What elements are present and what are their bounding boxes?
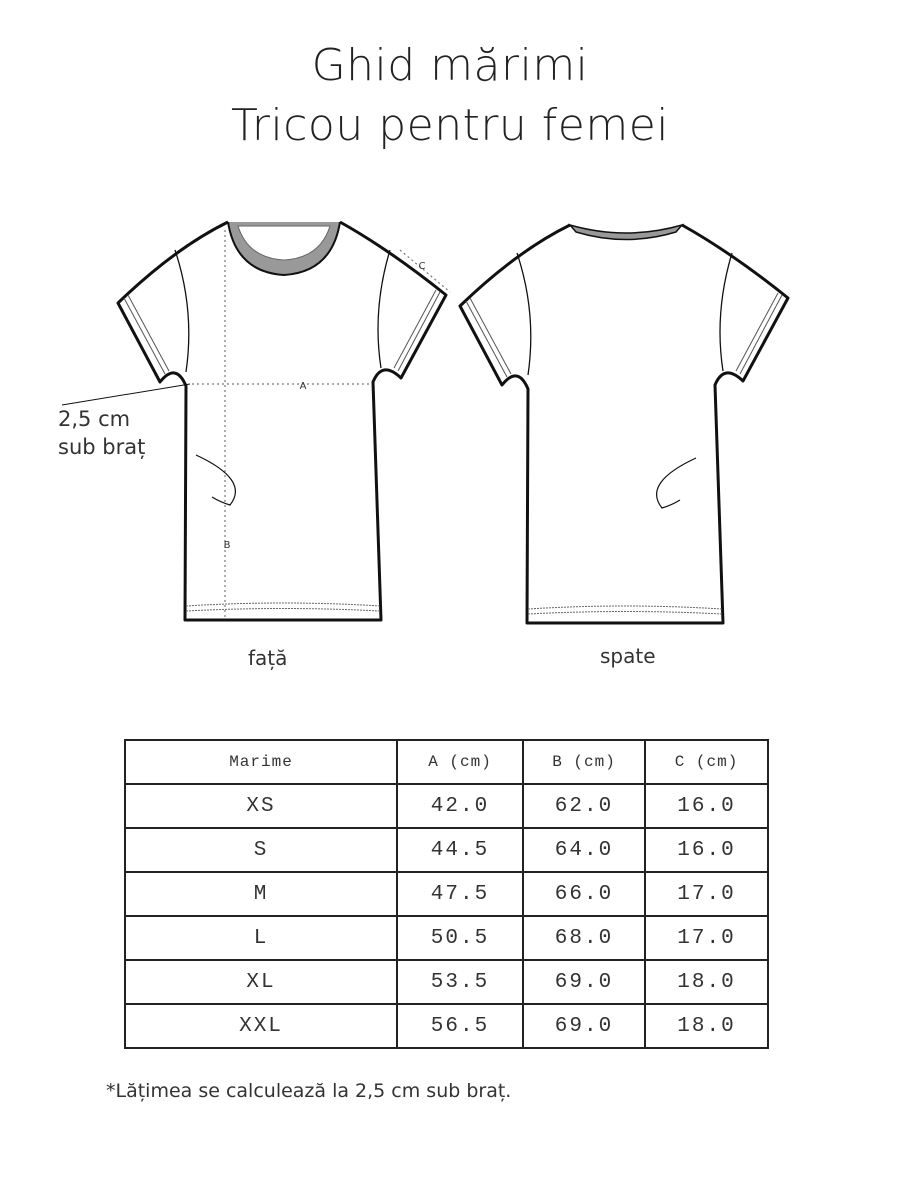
value-cell: 66.0 [522,871,646,917]
size-cell: M [124,871,398,917]
size-cell: L [124,915,398,961]
value-cell: 18.0 [644,959,769,1005]
value-cell: 68.0 [522,915,646,961]
measure-b-label: B [224,540,231,551]
value-cell: 69.0 [522,959,646,1005]
note-line-2: sub braț [58,435,146,459]
back-label: spate [600,644,656,668]
measure-a-label: A [300,381,307,392]
back-shirt [458,223,790,625]
header-cell: A (cm) [396,739,524,785]
value-cell: 17.0 [644,871,769,917]
size-cell: XS [124,783,398,829]
value-cell: 18.0 [644,1003,769,1049]
size-table: Marime A (cm) B (cm) C (cm) XS 42.0 62.0 16… [124,739,769,1049]
value-cell: 56.5 [396,1003,524,1049]
table-header-row: Marime A (cm) B (cm) C (cm) [124,739,769,785]
table-row: M 47.5 66.0 17.0 [124,871,769,917]
header-cell: B (cm) [522,739,646,785]
tshirt-diagram: A B C [61,220,790,625]
size-cell: S [124,827,398,873]
value-cell: 62.0 [522,783,646,829]
value-cell: 17.0 [644,915,769,961]
underarm-note: 2,5 cm sub braț [58,405,145,461]
value-cell: 53.5 [396,959,524,1005]
size-cell: XL [124,959,398,1005]
measure-c-line [399,249,451,293]
page-title: Ghid mărimi [311,40,589,91]
table-row: XS 42.0 62.0 16.0 [124,783,769,829]
table-row: XL 53.5 69.0 18.0 [124,959,769,1005]
note-line-1: 2,5 cm [58,407,131,431]
footnote: *Lățimea se calculează la 2,5 cm sub bra… [106,1080,512,1102]
value-cell: 69.0 [522,1003,646,1049]
value-cell: 16.0 [644,783,769,829]
pointer-arrow [61,383,191,406]
table-row: L 50.5 68.0 17.0 [124,915,769,961]
value-cell: 44.5 [396,827,524,873]
front-shirt: A B C [61,220,451,622]
header-cell: Marime [124,739,398,785]
header-cell: C (cm) [644,739,769,785]
value-cell: 50.5 [396,915,524,961]
front-label: față [248,646,288,670]
measure-c-label: C [419,261,426,272]
table-row: XXL 56.5 69.0 18.0 [124,1003,769,1049]
value-cell: 16.0 [644,827,769,873]
table-row: S 44.5 64.0 16.0 [124,827,769,873]
value-cell: 64.0 [522,827,646,873]
value-cell: 47.5 [396,871,524,917]
page-subtitle: Tricou pentru femei [230,100,670,151]
size-cell: XXL [124,1003,398,1049]
value-cell: 42.0 [396,783,524,829]
